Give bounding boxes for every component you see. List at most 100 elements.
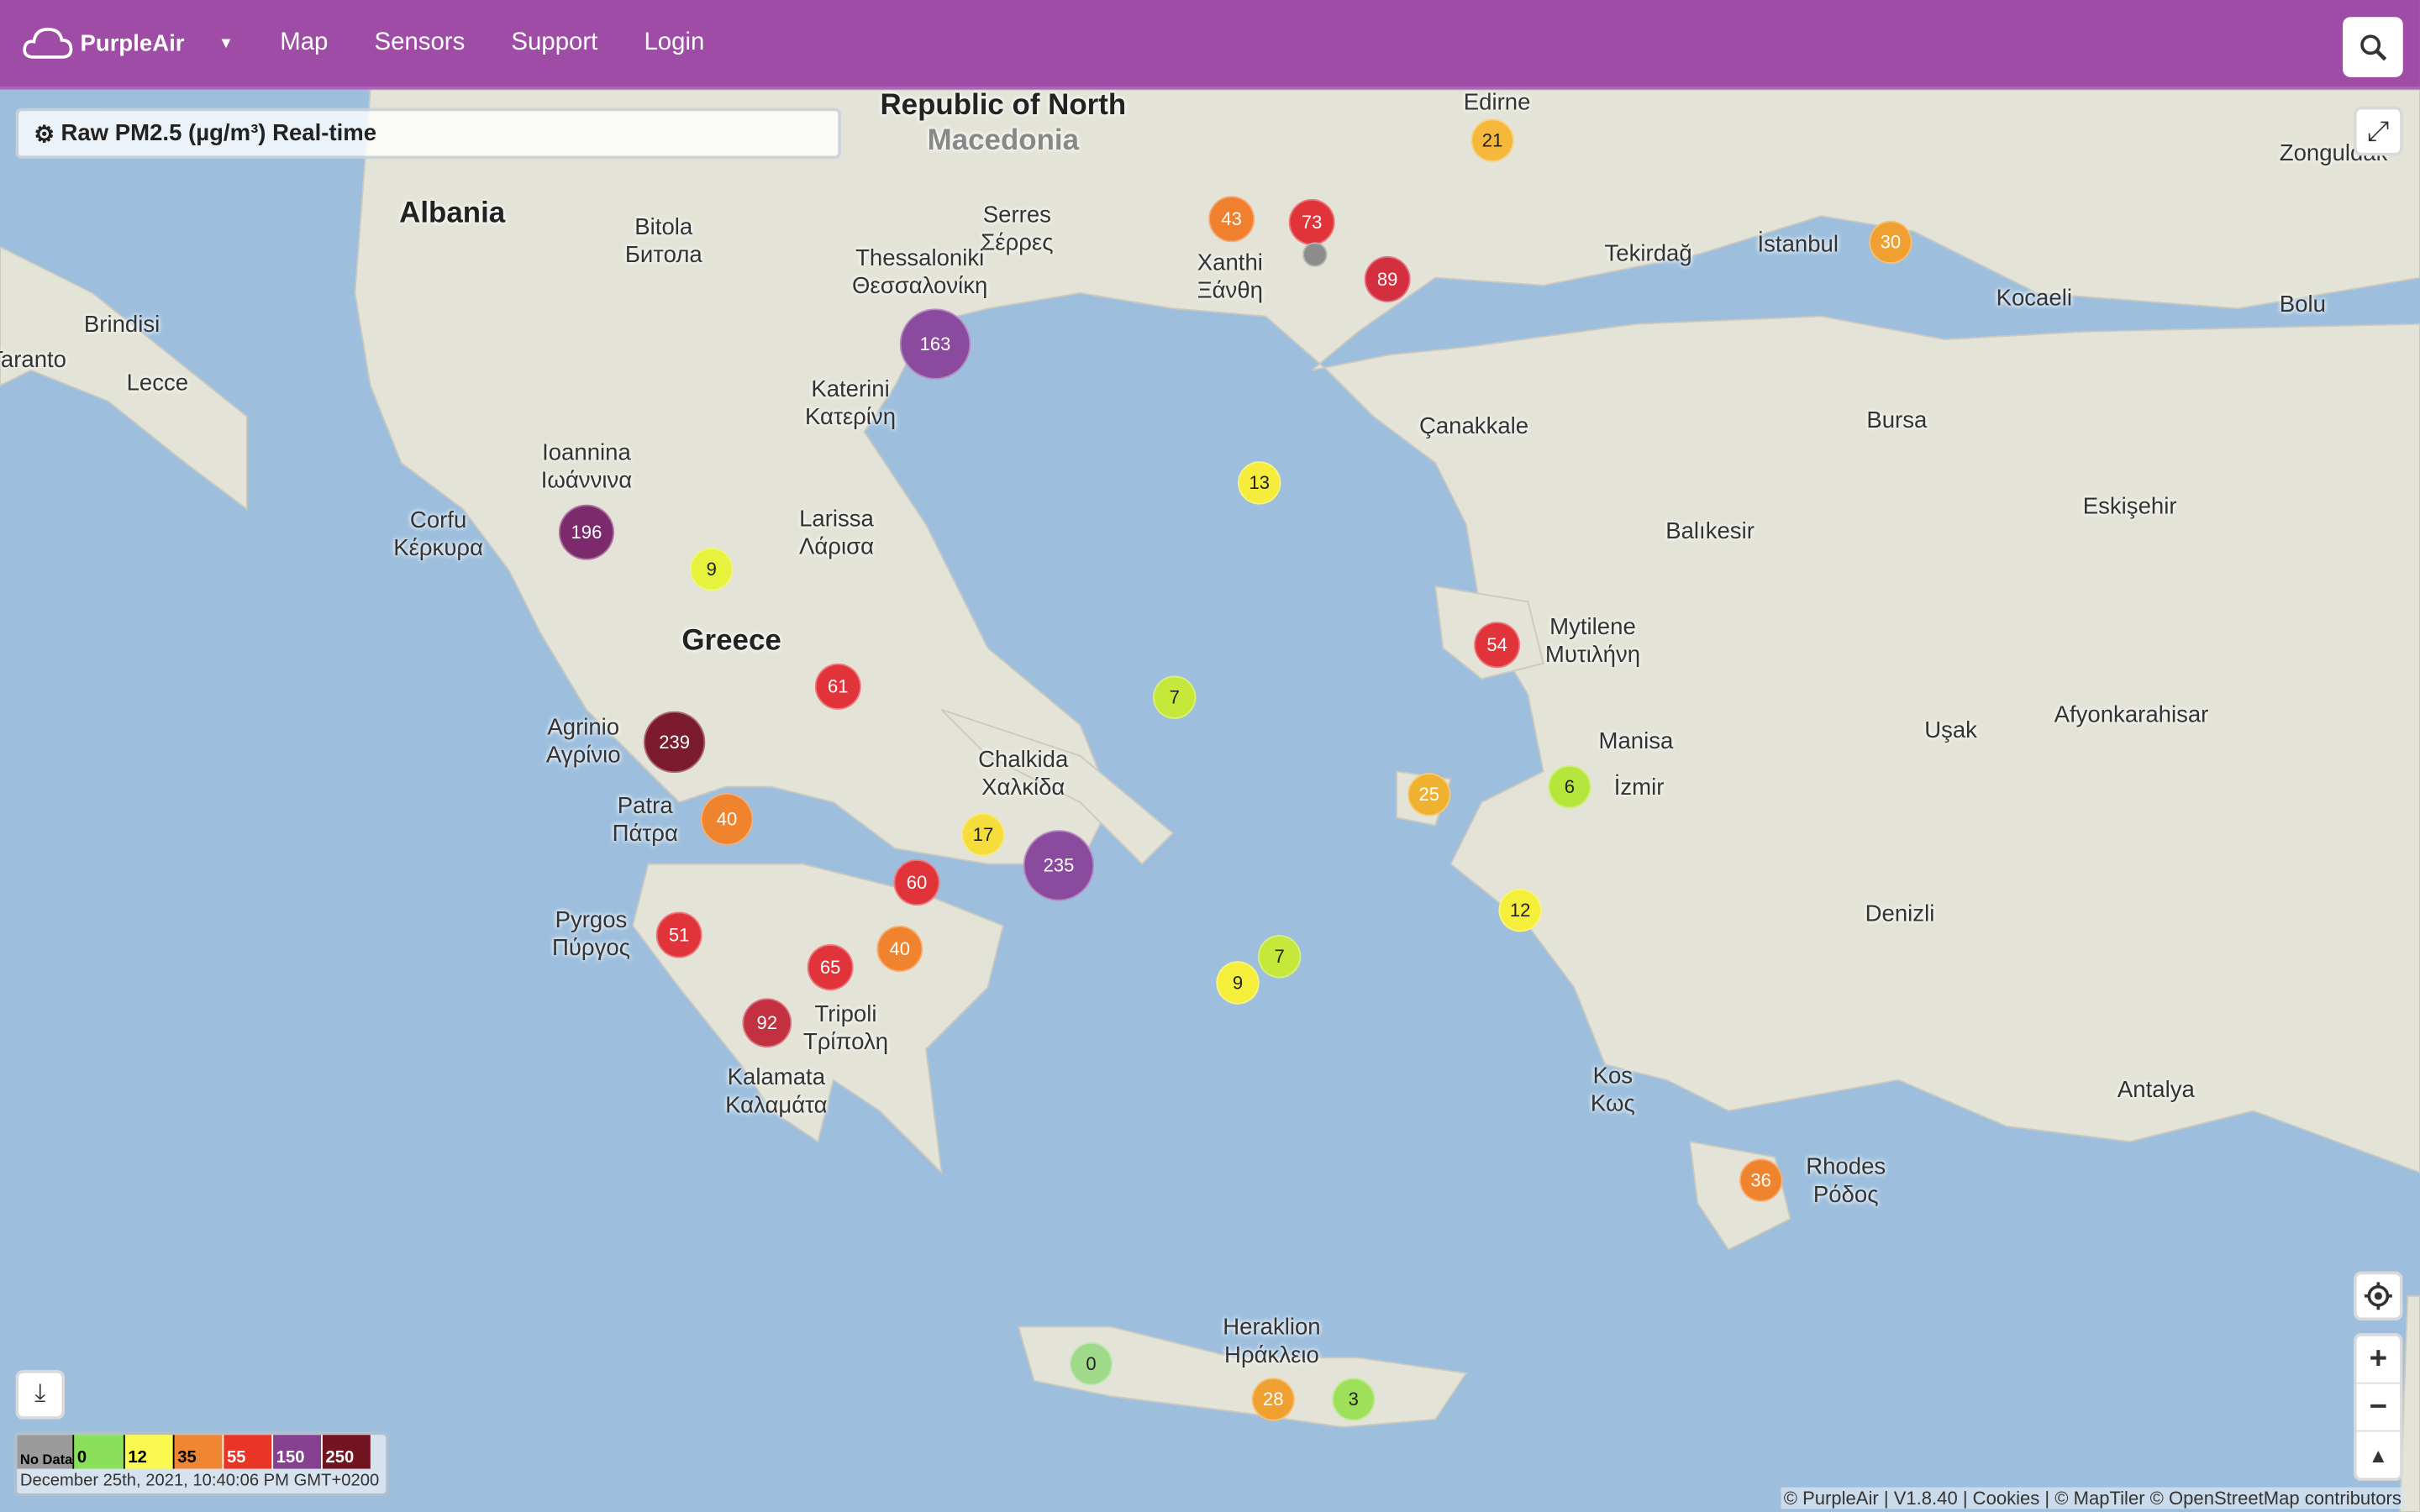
legend-bin: 35 <box>172 1435 223 1469</box>
sensor-marker[interactable]: 7 <box>1257 935 1302 979</box>
legend-bin: 12 <box>123 1435 173 1469</box>
sensor-marker[interactable]: 21 <box>1470 118 1514 162</box>
place-label: Serres Σέρρες <box>981 202 1054 256</box>
sensor-marker[interactable]: 9 <box>1216 961 1260 1005</box>
place-label: Bursa <box>1866 407 1928 434</box>
download-button[interactable]: ⤓ <box>15 1369 66 1420</box>
nav-sensors[interactable]: Sensors <box>374 29 466 56</box>
nav-login[interactable]: Login <box>644 29 705 56</box>
attribution[interactable]: © PurpleAir | V1.8.40 | Cookies | © MapT… <box>1781 1487 2405 1509</box>
sensor-marker[interactable]: 36 <box>1739 1158 1783 1202</box>
locate-icon <box>2364 1282 2392 1310</box>
place-label: Bitola Битола <box>624 214 702 269</box>
sensor-marker[interactable]: 12 <box>1498 888 1542 932</box>
sensor-marker[interactable]: 239 <box>643 711 706 774</box>
zoom-controls: + − ▲ <box>2353 1332 2403 1482</box>
place-label: Pyrgos Πύργος <box>551 906 630 962</box>
sensor-marker[interactable]: 40 <box>700 793 754 846</box>
sensor-marker[interactable]: 235 <box>1023 830 1095 901</box>
sensor-marker[interactable]: 7 <box>1153 675 1197 719</box>
sensor-marker[interactable]: 28 <box>1251 1378 1295 1421</box>
place-label: Lecce <box>126 370 189 397</box>
place-label: Kocaeli <box>1996 285 2072 312</box>
place-label: Brindisi <box>83 312 160 339</box>
place-label: Xanthi Ξάνθη <box>1197 249 1263 304</box>
sensor-marker[interactable]: 6 <box>1548 765 1591 809</box>
place-label: İstanbul <box>1757 231 1839 258</box>
place-label: Eskişehir <box>2082 493 2177 520</box>
sensor-marker[interactable]: 60 <box>893 859 940 906</box>
place-label: Ioannina Ιωάννινα <box>540 439 633 494</box>
place-label: Edirne <box>1463 89 1531 116</box>
sensor-marker[interactable]: 0 <box>1069 1341 1113 1386</box>
sensor-marker[interactable]: 92 <box>742 998 792 1048</box>
locate-button[interactable] <box>2353 1271 2403 1321</box>
metric-selector[interactable]: ⚙ Raw PM2.5 (µg/m³) Real-time <box>15 108 842 160</box>
metric-label: Raw PM2.5 (µg/m³) Real-time <box>60 120 377 147</box>
search-button[interactable] <box>2343 17 2403 77</box>
place-label: Rhodes Ρόδος <box>1806 1153 1886 1209</box>
place-label: Taranto <box>0 347 67 374</box>
sensor-marker[interactable]: 3 <box>1332 1378 1376 1421</box>
place-label: Balıkesir <box>1665 518 1754 545</box>
place-label: Chalkida Χαλκίδα <box>978 746 1069 801</box>
place-label: Republic of North <box>880 89 1127 123</box>
download-icon: ⤓ <box>34 1380 46 1408</box>
place-label: İzmir <box>1613 774 1665 801</box>
brand-name: PurpleAir <box>80 29 185 57</box>
fullscreen-button[interactable]: ⤢ <box>2353 106 2403 156</box>
place-label: Tripoli Τρίπολη <box>802 1001 889 1056</box>
zoom-in-button[interactable]: + <box>2356 1336 2401 1384</box>
place-label: Corfu Κέρκυρα <box>393 507 484 562</box>
brand-logo[interactable]: PurpleAir <box>22 26 185 60</box>
place-label: Antalya <box>2117 1077 2195 1104</box>
compass-button[interactable]: ▲ <box>2368 1443 2389 1467</box>
place-label: Patra Πάτρα <box>612 793 678 848</box>
sensor-marker[interactable]: 9 <box>690 548 734 591</box>
place-label: Afyonkarahisar <box>2054 701 2209 728</box>
sensor-marker[interactable]: 51 <box>655 911 702 958</box>
place-label: Mytilene Μυτιλήνη <box>1544 614 1641 669</box>
place-label: Katerini Κατερίνη <box>804 376 897 431</box>
sensor-marker[interactable]: 25 <box>1407 773 1451 816</box>
gear-icon: ⚙ <box>34 121 55 148</box>
color-legend: No Data 0 12 35 55 150 250 December 25th, 2021… <box>13 1431 389 1497</box>
place-label: Uşak <box>1924 717 1977 744</box>
sensor-marker[interactable]: 43 <box>1208 196 1255 243</box>
place-label: Çanakkale <box>1418 413 1529 440</box>
sensor-marker[interactable]: 40 <box>876 926 923 973</box>
sensor-marker[interactable]: 196 <box>558 504 615 560</box>
place-label: Thessaloniki Θεσσαλονίκη <box>852 245 988 300</box>
sensor-marker[interactable]: 17 <box>961 812 1005 857</box>
sensor-marker[interactable]: 65 <box>807 944 854 991</box>
place-label: Greece <box>681 624 781 658</box>
fullscreen-icon: ⤢ <box>2367 114 2390 146</box>
place-label: Manisa <box>1598 727 1674 755</box>
map[interactable]: Republic of North Macedonia Albania Greece E… <box>0 89 2420 1512</box>
place-label: Heraklion Ηράκλειο <box>1223 1314 1321 1369</box>
place-label: Agrinio Αγρίνιο <box>545 714 621 769</box>
sensor-marker[interactable] <box>1302 242 1328 267</box>
nav-map[interactable]: Map <box>280 29 329 56</box>
sensor-marker[interactable]: 13 <box>1238 461 1281 505</box>
sensor-marker[interactable]: 73 <box>1288 198 1335 246</box>
zoom-out-button[interactable]: − <box>2356 1384 2401 1432</box>
sensor-marker[interactable]: 61 <box>814 663 861 710</box>
brand-dropdown-caret-icon[interactable]: ▼ <box>218 34 234 52</box>
sensor-marker[interactable]: 89 <box>1364 255 1411 302</box>
legend-bin: 150 <box>271 1435 322 1469</box>
place-label: Larissa Λάρισα <box>798 506 875 560</box>
legend-bin: No Data <box>17 1435 72 1469</box>
sensor-marker[interactable]: 30 <box>1869 220 1912 265</box>
legend-bin: 250 <box>321 1435 371 1469</box>
place-label: Tekirdağ <box>1604 240 1692 267</box>
place-label: Albania <box>399 197 506 230</box>
sensor-marker[interactable]: 163 <box>899 308 971 380</box>
legend-bin: 0 <box>72 1435 124 1469</box>
place-label: Bolu <box>2279 291 2326 318</box>
place-label: Kos Κως <box>1590 1063 1635 1117</box>
search-icon <box>2360 34 2386 60</box>
cloud-icon <box>23 28 73 59</box>
nav-support[interactable]: Support <box>511 29 598 56</box>
sensor-marker[interactable]: 54 <box>1474 622 1521 669</box>
